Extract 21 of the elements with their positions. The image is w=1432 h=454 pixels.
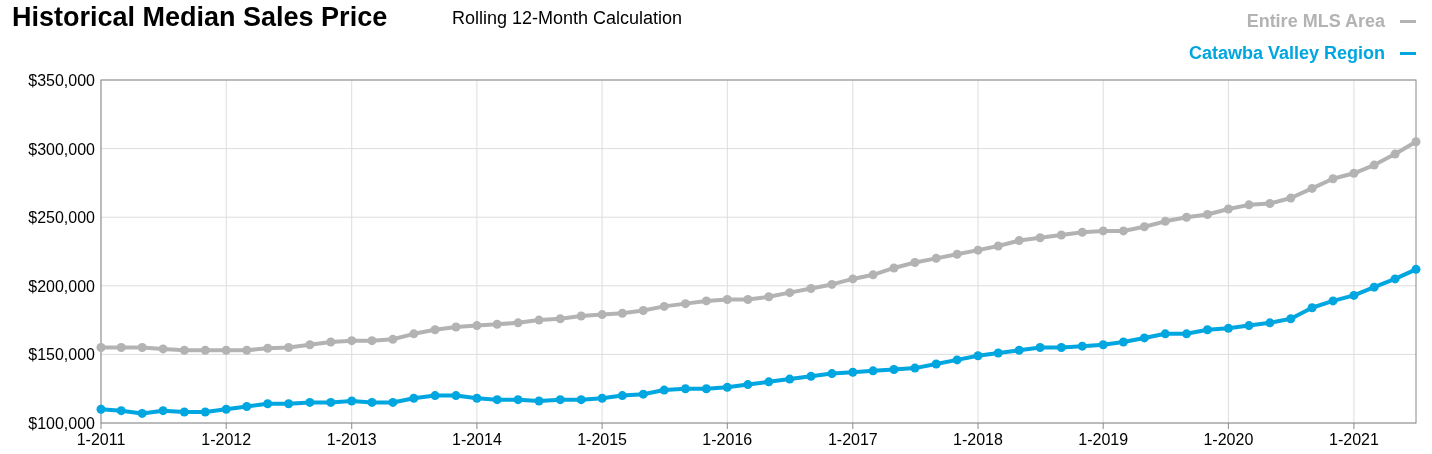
x-tick-label: 1-2014 — [452, 431, 502, 448]
y-tick-label: $300,000 — [28, 140, 96, 158]
x-tick-label: 1-2021 — [1329, 431, 1379, 448]
x-tick-label: 1-2011 — [76, 431, 126, 448]
x-tick-label: 1-2016 — [702, 431, 753, 448]
x-tick-label: 1-2015 — [577, 431, 628, 448]
y-tick-label: $150,000 — [28, 346, 96, 364]
y-tick-label: $250,000 — [28, 209, 96, 227]
y-tick-label: $350,000 — [28, 72, 96, 89]
legend-label: Catawba Valley Region — [1188, 43, 1385, 63]
x-tick-label: 1-2013 — [326, 431, 377, 448]
y-tick-label: $100,000 — [28, 415, 96, 432]
x-tick-label: 1-2019 — [1078, 431, 1129, 448]
x-tick-label: 1-2020 — [1203, 431, 1254, 448]
x-tick-label: 1-2018 — [953, 431, 1004, 448]
y-tick-label: $200,000 — [28, 277, 96, 295]
chart-title: Historical Median Sales Price — [12, 2, 388, 32]
x-tick-label: 1-2012 — [201, 431, 252, 448]
legend-label: Entire MLS Area — [1246, 11, 1386, 31]
chart-subtitle: Rolling 12-Month Calculation — [452, 8, 683, 28]
x-tick-label: 1-2017 — [827, 431, 878, 448]
